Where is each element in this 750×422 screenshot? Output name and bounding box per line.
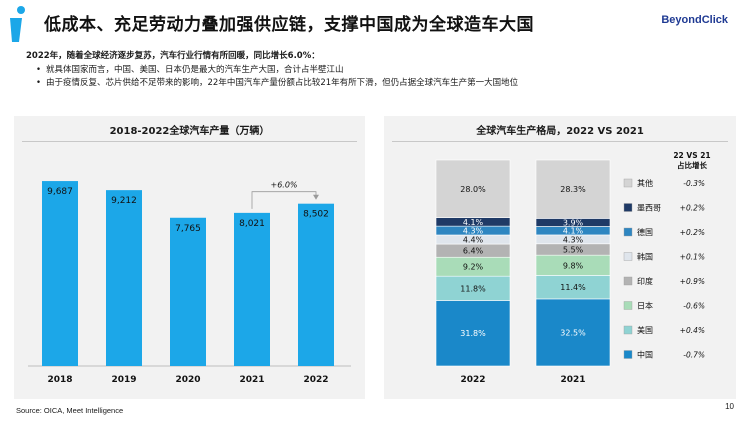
bar-2020 [170, 217, 206, 366]
brand-logo: BeyondClick [661, 14, 728, 26]
legend-label: 墨西哥 [637, 204, 661, 213]
bar-value-label: 8,502 [303, 210, 329, 220]
bar-value-label: 9,212 [111, 196, 137, 206]
legend-header: 占比增长 [677, 160, 707, 170]
segment-value-label: 4.1% [563, 227, 584, 236]
bar-2018 [42, 181, 78, 366]
legend-change-value: +0.4% [680, 326, 705, 335]
page-title: 低成本、充足劳动力叠加强供应链，支撑中国成为全球造车大国 [44, 15, 534, 35]
legend-label: 其他 [637, 178, 653, 188]
production-bar-chart: 9,687 2018 9,212 2019 7,765 2020 8,021 2021 8,50… [28, 181, 351, 385]
legend-change-value: -0.3% [683, 179, 705, 188]
stack-segment-中国 [435, 300, 511, 367]
production-chart-title: 2018-2022全球汽车产量（万辆） [109, 126, 270, 137]
legend-swatch [623, 203, 633, 212]
segment-value-label: 9.8% [563, 261, 584, 270]
segment-value-label: 4.4% [463, 236, 484, 245]
summary-bullet: 就具体国家而言，中国、美国、日本仍是最大的汽车生产大国，合计占半壁江山 [36, 64, 726, 77]
segment-value-label: 3.9% [563, 218, 584, 227]
legend-header: 22 VS 21 [673, 151, 710, 160]
segment-value-label: 28.3% [560, 185, 586, 194]
x-tick-label: 2021 [560, 375, 585, 385]
segment-value-label: 31.8% [460, 329, 486, 338]
legend-change-value: -0.6% [683, 302, 705, 311]
x-tick-label: 2020 [175, 375, 200, 385]
divider [22, 141, 357, 142]
stack-segment-中国 [535, 298, 611, 367]
share-chart-title: 全球汽车生产格局，2022 VS 2021 [476, 126, 644, 137]
legend-change-value: +0.2% [680, 204, 705, 213]
legend-label: 印度 [637, 276, 653, 286]
segment-value-label: 32.5% [560, 328, 586, 337]
legend-label: 德国 [637, 227, 653, 237]
growth-annotation-label: +6.0% [270, 181, 297, 190]
stack-segment-其他 [535, 159, 611, 219]
segment-value-label: 4.3% [563, 235, 584, 244]
legend-change-value: +0.1% [680, 253, 705, 262]
segment-value-label: 6.4% [463, 247, 484, 256]
legend-label: 中国 [637, 350, 653, 360]
segment-value-label: 28.0% [460, 185, 486, 194]
segment-value-label: 4.1% [463, 218, 484, 227]
legend-swatch [623, 252, 633, 261]
legend-change-value: +0.9% [680, 277, 705, 286]
x-tick-label: 2021 [239, 375, 264, 385]
x-tick-label: 2022 [460, 375, 485, 385]
legend-label: 韩国 [637, 252, 653, 262]
x-tick-label: 2022 [303, 375, 328, 385]
legend-label: 日本 [637, 301, 653, 311]
bar-2022 [298, 203, 334, 366]
segment-value-label: 9.2% [463, 263, 484, 272]
production-chart-panel: 2018-2022全球汽车产量（万辆） 9,687 2018 9,212 2019 7,… [14, 116, 365, 399]
summary-bullets: 就具体国家而言，中国、美国、日本仍是最大的汽车生产大国，合计占半壁江山 由于疫情… [26, 64, 726, 90]
growth-annotation [251, 191, 319, 209]
summary-lead: 2022年，随着全球经济逐步复苏，汽车行业行情有所回暖，同比增长6.0%： [26, 51, 320, 61]
segment-value-label: 4.3% [463, 227, 484, 236]
segment-value-label: 5.5% [563, 245, 584, 254]
legend-swatch [623, 301, 633, 310]
bar-value-label: 8,021 [239, 219, 265, 229]
legend-swatch [623, 178, 633, 188]
page-number: 10 [725, 402, 734, 411]
divider [392, 141, 728, 142]
x-tick-label: 2018 [47, 375, 72, 385]
bar-2019 [106, 190, 142, 366]
share-chart-panel: 全球汽车生产格局，2022 VS 2021 31.8% 11.8% 9.2% 6.4%… [384, 116, 736, 399]
x-tick-label: 2019 [111, 375, 136, 385]
legend-swatch [623, 325, 633, 335]
legend-label: 美国 [637, 325, 653, 335]
legend-swatch [623, 227, 633, 237]
summary-bullet: 由于疫情反复、芯片供给不足带来的影响，22年中国汽车产量份额占比较21年有所下滑… [36, 77, 726, 90]
legend-change-value: +0.2% [680, 228, 705, 237]
bar-2021 [234, 212, 270, 366]
bar-value-label: 9,687 [47, 187, 73, 197]
legend-swatch [623, 276, 633, 286]
summary: 2022年，随着全球经济逐步复苏，汽车行业行情有所回暖，同比增长6.0%： 就具… [26, 50, 726, 90]
growth-arrow-icon [313, 194, 319, 200]
segment-value-label: 11.8% [460, 284, 486, 293]
share-stacked-chart: 31.8%11.8%9.2%6.4%4.4%4.3%4.1%28.0%20223… [435, 151, 711, 385]
legend-swatch [623, 350, 633, 359]
source-note: Source: OICA, Meet Intelligence [16, 406, 124, 415]
legend-change-value: -0.7% [683, 351, 705, 360]
segment-value-label: 11.4% [560, 283, 586, 292]
stack-segment-其他 [435, 159, 511, 218]
bar-value-label: 7,765 [175, 224, 201, 234]
title-accent-icon [10, 6, 25, 42]
